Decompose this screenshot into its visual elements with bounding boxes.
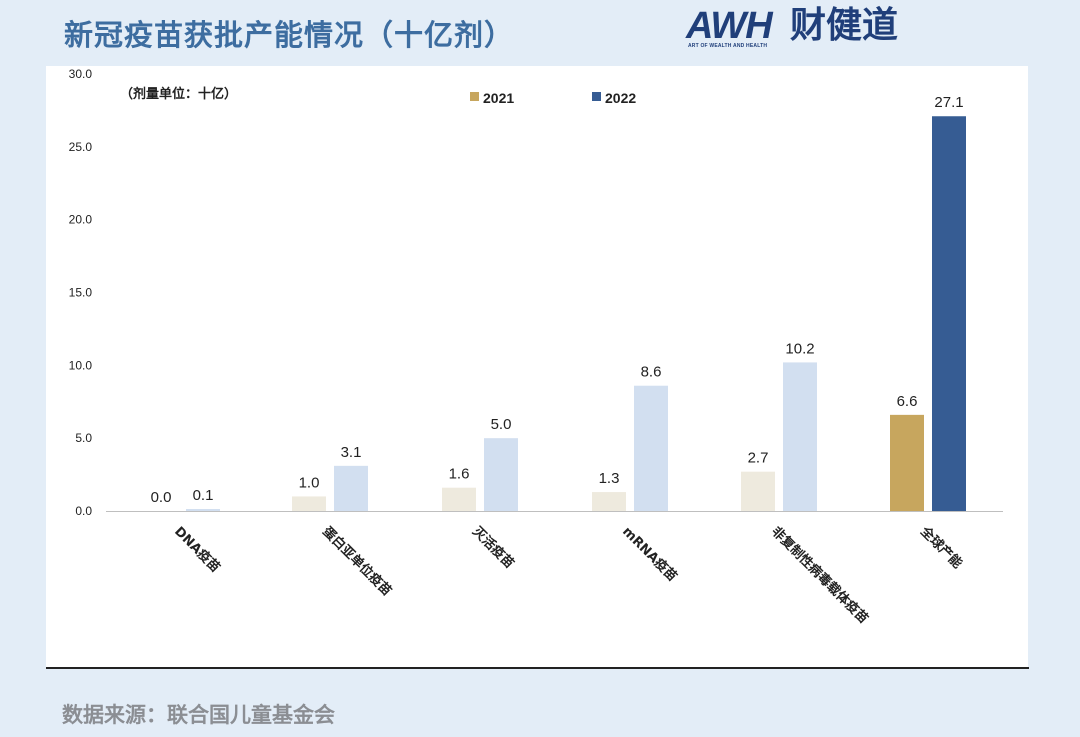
bar	[890, 414, 924, 511]
brand-tagline: ART OF WEALTH AND HEALTH	[688, 43, 768, 49]
bar	[334, 465, 368, 511]
bar	[741, 471, 775, 511]
unit-note: （剂量单位：十亿）	[120, 86, 237, 102]
bar	[292, 496, 326, 511]
y-tick-label: 20.0	[69, 213, 93, 227]
bar-value-label: 10.2	[785, 340, 814, 357]
y-tick-label: 15.0	[69, 286, 93, 300]
bar-value-label: 1.6	[449, 466, 470, 483]
y-tick-label: 25.0	[69, 140, 93, 154]
bar-value-label: 0.0	[151, 489, 172, 506]
bar-value-label: 3.1	[341, 444, 362, 461]
category-label: 全球产能	[916, 523, 965, 572]
y-tick-label: 10.0	[69, 358, 93, 372]
bar-value-label: 1.0	[299, 474, 320, 491]
bar-value-label: 6.6	[897, 393, 918, 410]
source-note: 数据来源：联合国儿童基金会	[62, 703, 335, 727]
bar-value-label: 0.1	[193, 487, 214, 504]
legend-label: 2022	[605, 90, 636, 106]
category-label: mRNA疫苗	[619, 524, 680, 585]
category-label: 蛋白亚单位疫苗	[319, 524, 395, 600]
bar	[484, 438, 518, 511]
bar-value-label: 5.0	[491, 416, 512, 433]
legend-swatch	[592, 92, 601, 101]
chart-title: 新冠疫苗获批产能情况（十亿剂）	[64, 18, 515, 52]
y-tick-label: 5.0	[75, 431, 92, 445]
bar-value-label: 2.7	[748, 450, 769, 467]
bar	[932, 116, 966, 511]
bar	[442, 487, 476, 511]
category-label: 非复制性病毒载体疫苗	[768, 524, 871, 627]
y-tick-label: 30.0	[69, 67, 93, 81]
bar	[592, 492, 626, 511]
brand-mark: AWH	[686, 5, 773, 47]
bar-value-label: 1.3	[599, 470, 620, 487]
brand-logo: AWH 财健道 ART OF WEALTH AND HEALTH	[686, 4, 946, 60]
bar	[783, 362, 817, 511]
chart-panel	[46, 66, 1028, 668]
legend-label: 2021	[483, 90, 514, 106]
bar-value-label: 27.1	[934, 94, 963, 111]
legend-swatch	[470, 92, 479, 101]
category-label: 灭活疫苗	[468, 523, 517, 572]
bar	[186, 509, 220, 511]
brand-name: 财健道	[790, 5, 899, 46]
y-tick-label: 0.0	[75, 504, 92, 518]
bar-value-label: 8.6	[641, 364, 662, 381]
panel-bottom-rule	[46, 667, 1029, 669]
category-label: DNA疫苗	[171, 524, 223, 576]
bar	[634, 385, 668, 511]
